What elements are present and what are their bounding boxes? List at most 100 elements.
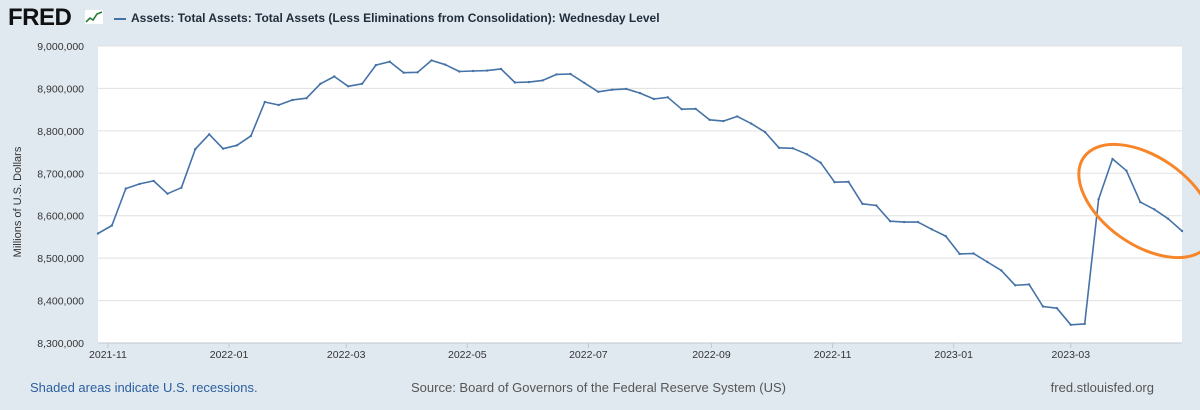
data-point[interactable] <box>680 108 683 111</box>
data-point[interactable] <box>249 134 253 138</box>
data-point[interactable] <box>152 179 155 183</box>
y-axis-ticks: 8,300,000 8,400,000 8,500,000 8,600,000 8,70… <box>37 41 84 350</box>
legend-label: Assets: Total Assets: Total Assets (Less… <box>131 11 660 25</box>
data-point[interactable] <box>791 147 795 150</box>
data-point[interactable] <box>958 252 961 256</box>
data-point[interactable] <box>930 228 933 231</box>
x-tick-label: 2022-11 <box>814 349 852 361</box>
data-point[interactable] <box>1000 269 1003 272</box>
data-point[interactable] <box>1166 217 1170 220</box>
data-point[interactable] <box>513 81 517 84</box>
y-tick-label: 8,600,000 <box>37 211 84 223</box>
x-tick-label: 2022-07 <box>569 349 608 361</box>
data-point[interactable] <box>944 234 947 238</box>
data-point[interactable] <box>319 82 322 85</box>
data-point[interactable] <box>861 202 864 205</box>
data-point[interactable] <box>624 87 628 91</box>
data-point[interactable] <box>555 73 558 76</box>
data-point[interactable] <box>221 147 225 150</box>
y-tick-label: 8,500,000 <box>37 253 84 265</box>
annotation-ellipse <box>1077 142 1200 260</box>
data-point[interactable] <box>902 220 906 224</box>
data-point[interactable] <box>916 220 920 224</box>
data-point[interactable] <box>750 122 753 125</box>
y-tick-label: 8,700,000 <box>37 168 84 180</box>
x-tick-label: 2022-01 <box>210 349 249 361</box>
data-point[interactable] <box>485 69 489 72</box>
data-point[interactable] <box>777 146 781 149</box>
data-point[interactable] <box>1180 229 1184 233</box>
data-point[interactable] <box>291 98 294 102</box>
data-point[interactable] <box>305 97 308 100</box>
data-point[interactable] <box>833 181 836 184</box>
data-point[interactable] <box>722 119 725 123</box>
data-point[interactable] <box>611 88 614 91</box>
data-point[interactable] <box>235 144 239 147</box>
data-point[interactable] <box>652 97 656 101</box>
data-point[interactable] <box>402 71 405 74</box>
data-point[interactable] <box>374 63 378 67</box>
data-point[interactable] <box>208 133 211 136</box>
data-point[interactable] <box>180 186 183 189</box>
data-point[interactable] <box>1041 305 1045 308</box>
data-point[interactable] <box>875 204 878 207</box>
data-point[interactable] <box>1111 157 1114 161</box>
data-point[interactable] <box>277 103 280 107</box>
data-point[interactable] <box>1014 284 1017 287</box>
data-point[interactable] <box>360 82 364 85</box>
data-point[interactable] <box>763 130 767 134</box>
data-point[interactable] <box>472 69 475 73</box>
data-point[interactable] <box>333 75 336 78</box>
data-point[interactable] <box>110 224 114 227</box>
data-point[interactable] <box>847 180 850 183</box>
data-point[interactable] <box>458 70 461 73</box>
data-point[interactable] <box>1055 307 1059 310</box>
data-point[interactable] <box>430 59 433 62</box>
data-point[interactable] <box>638 91 642 95</box>
chart-line-icon <box>84 9 104 25</box>
data-point[interactable] <box>666 96 669 99</box>
site-link[interactable]: fred.stlouisfed.org <box>1050 380 1154 395</box>
data-point[interactable] <box>138 182 141 186</box>
chart-header: FRED Assets: Total Assets: Total Assets … <box>0 0 1200 36</box>
source-note: Source: Board of Governors of the Federa… <box>411 380 786 395</box>
data-point[interactable] <box>194 147 197 151</box>
data-point[interactable] <box>1125 169 1128 172</box>
data-point[interactable] <box>96 232 100 235</box>
data-point[interactable] <box>444 63 447 66</box>
data-point[interactable] <box>694 107 697 111</box>
data-point[interactable] <box>388 60 391 63</box>
data-point[interactable] <box>1153 208 1156 211</box>
data-point[interactable] <box>1069 323 1073 326</box>
data-point[interactable] <box>986 260 989 264</box>
data-point[interactable] <box>736 115 739 118</box>
data-point[interactable] <box>166 192 169 195</box>
data-point[interactable] <box>541 79 544 82</box>
x-tick-label: 2022-05 <box>448 349 487 361</box>
data-point[interactable] <box>889 220 892 223</box>
data-point[interactable] <box>805 153 808 156</box>
data-point[interactable] <box>1083 322 1086 326</box>
data-point[interactable] <box>597 90 600 93</box>
x-axis-ticks: 2021-11 2022-01 2022-03 2022-05 2022-07 2022-… <box>89 343 1090 361</box>
x-tick-label: 2021-11 <box>89 349 127 361</box>
data-point[interactable] <box>416 71 419 74</box>
data-point[interactable] <box>708 118 711 122</box>
line-chart: 8,300,000 8,400,000 8,500,000 8,600,000 8,70… <box>12 41 1200 361</box>
data-point[interactable] <box>347 85 350 88</box>
data-point[interactable] <box>1139 200 1142 204</box>
data-point[interactable] <box>1027 283 1031 286</box>
x-tick-label: 2022-03 <box>327 349 366 361</box>
data-point[interactable] <box>124 187 128 190</box>
data-point[interactable] <box>263 100 266 104</box>
data-point[interactable] <box>972 252 975 255</box>
data-point[interactable] <box>1097 198 1100 201</box>
data-point[interactable] <box>569 72 572 76</box>
data-point[interactable] <box>527 80 530 84</box>
data-point[interactable] <box>499 67 503 71</box>
recession-note: Shaded areas indicate U.S. recessions. <box>30 380 258 395</box>
data-point[interactable] <box>583 81 586 85</box>
fred-logo[interactable]: FRED <box>8 4 72 31</box>
y-tick-label: 8,800,000 <box>37 126 84 138</box>
data-point[interactable] <box>819 161 822 164</box>
